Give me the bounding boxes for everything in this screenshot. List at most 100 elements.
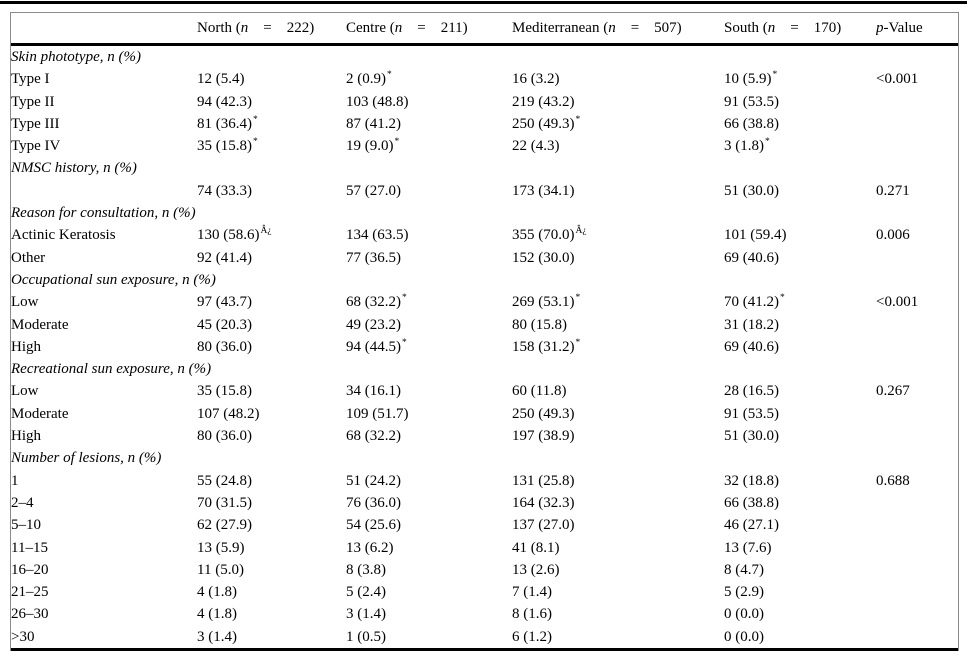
data-cell: 91 (53.5) bbox=[724, 403, 876, 425]
section-label: Reason for consultation, n (%) bbox=[11, 205, 196, 222]
row-label: 16–20 bbox=[11, 561, 49, 578]
section-row: Number of lesions, n (%) bbox=[11, 447, 958, 469]
cell-value: 77 (36.5) bbox=[346, 249, 401, 266]
cell-superscript: Â¿ bbox=[260, 226, 272, 237]
data-cell: 10 (5.9)* bbox=[724, 68, 876, 90]
table-row: Type III 81 (36.4)* 87 (41.2) 250 (49.3)* 66… bbox=[11, 113, 958, 135]
cell-value: 62 (27.9) bbox=[197, 517, 252, 534]
data-cell: 32 (18.8) bbox=[724, 470, 876, 492]
data-cell: 41 (8.1) bbox=[512, 537, 724, 559]
table-row: 11–15 13 (5.9) 13 (6.2) 41 (8.1) 13 (7.6) bbox=[11, 537, 958, 559]
data-cell: 34 (16.1) bbox=[346, 380, 512, 402]
cell-value: 131 (25.8) bbox=[512, 472, 575, 489]
table-row: 74 (33.3) 57 (27.0) 173 (34.1) 51 (30.0) 0.2… bbox=[11, 180, 958, 202]
cell-value: 6 (1.2) bbox=[512, 628, 552, 645]
data-cell: 69 (40.6) bbox=[724, 336, 876, 358]
demographics-table: North (n = 222) Centre (n = 211) Mediter… bbox=[11, 13, 958, 652]
data-cell: 250 (49.3)* bbox=[512, 113, 724, 135]
cell-value: 13 (2.6) bbox=[512, 561, 560, 578]
row-label: Other bbox=[11, 249, 46, 266]
row-label bbox=[11, 180, 197, 202]
cell-superscript: * bbox=[765, 137, 770, 148]
row-label: Low bbox=[11, 294, 39, 311]
table-row: Type II 94 (42.3) 103 (48.8) 219 (43.2) 91 (… bbox=[11, 91, 958, 113]
data-cell: 8 (3.8) bbox=[346, 559, 512, 581]
cell-superscript: * bbox=[402, 293, 407, 304]
data-cell: 13 (7.6) bbox=[724, 537, 876, 559]
section-row: Recreational sun exposure, n (%) bbox=[11, 358, 958, 380]
cell-value: 12 (5.4) bbox=[197, 71, 245, 88]
data-cell: 77 (36.5) bbox=[346, 247, 512, 269]
cell-value: 158 (31.2) bbox=[512, 338, 575, 355]
cell-value: 173 (34.1) bbox=[512, 182, 575, 199]
cell-value: 13 (7.6) bbox=[724, 539, 772, 556]
data-cell: 80 (15.8) bbox=[512, 314, 724, 336]
data-cell: 62 (27.9) bbox=[197, 514, 346, 536]
cell-value: 109 (51.7) bbox=[346, 405, 409, 422]
data-cell: 94 (42.3) bbox=[197, 91, 346, 113]
col-header-text: South ( bbox=[724, 19, 768, 36]
cell-value: 3 (1.4) bbox=[346, 606, 386, 623]
section-label: Occupational sun exposure, n (%) bbox=[11, 271, 216, 288]
data-cell: 46 (27.1) bbox=[724, 514, 876, 536]
cell-value: 13 (5.9) bbox=[197, 539, 245, 556]
data-cell: 51 (30.0) bbox=[724, 180, 876, 202]
data-cell: 45 (20.3) bbox=[197, 314, 346, 336]
data-cell: 31 (18.2) bbox=[724, 314, 876, 336]
data-cell: 269 (53.1)* bbox=[512, 291, 724, 313]
p-value-cell bbox=[876, 537, 958, 559]
row-label: Low bbox=[11, 383, 39, 400]
data-cell: 35 (15.8)* bbox=[197, 135, 346, 157]
col-header-pvalue: p-Value bbox=[876, 13, 958, 46]
cell-value: 94 (44.5) bbox=[346, 338, 401, 355]
cell-value: 46 (27.1) bbox=[724, 517, 779, 534]
data-cell: 0 (0.0) bbox=[724, 625, 876, 652]
data-cell: 4 (1.8) bbox=[197, 581, 346, 603]
col-header-text: = 507) bbox=[615, 19, 682, 36]
data-cell: 11 (5.0) bbox=[197, 559, 346, 581]
section-row: Reason for consultation, n (%) bbox=[11, 202, 958, 224]
data-cell: 13 (6.2) bbox=[346, 537, 512, 559]
table-row: Actinic Keratosis 130 (58.6)Â¿ 134 (63.5) 3… bbox=[11, 224, 958, 246]
col-header-text: = 211) bbox=[402, 19, 468, 36]
row-label: 21–25 bbox=[11, 584, 49, 601]
row-label: Type IV bbox=[11, 138, 61, 155]
col-header-text: = 170) bbox=[775, 19, 842, 36]
data-cell: 152 (30.0) bbox=[512, 247, 724, 269]
table-frame: North (n = 222) Centre (n = 211) Mediter… bbox=[10, 12, 959, 652]
data-cell: 68 (32.2) bbox=[346, 425, 512, 447]
cell-superscript: * bbox=[253, 137, 258, 148]
p-value-cell: <0.001 bbox=[876, 294, 919, 311]
table-row: 26–30 4 (1.8) 3 (1.4) 8 (1.6) 0 (0.0) bbox=[11, 603, 958, 625]
cell-value: 1 (0.5) bbox=[346, 628, 386, 645]
col-header-var: n bbox=[394, 19, 403, 36]
cell-superscript: * bbox=[575, 337, 581, 348]
data-cell: 158 (31.2)* bbox=[512, 336, 724, 358]
cell-superscript: * bbox=[780, 293, 785, 304]
cell-value: 219 (43.2) bbox=[512, 93, 575, 110]
col-header-var: n bbox=[608, 19, 616, 36]
cell-value: 49 (23.2) bbox=[346, 316, 401, 333]
data-cell: 91 (53.5) bbox=[724, 91, 876, 113]
data-cell: 250 (49.3) bbox=[512, 403, 724, 425]
cell-value: 355 (70.0) bbox=[512, 227, 575, 244]
data-cell: 97 (43.7) bbox=[197, 291, 346, 313]
p-value-cell bbox=[876, 113, 958, 135]
cell-value: 107 (48.2) bbox=[197, 405, 260, 422]
data-cell: 1 (0.5) bbox=[346, 625, 512, 652]
cell-value: 70 (31.5) bbox=[197, 494, 252, 511]
data-cell: 355 (70.0)Â¿ bbox=[512, 224, 724, 246]
cell-value: 0 (0.0) bbox=[724, 606, 764, 623]
cell-value: 11 (5.0) bbox=[197, 561, 244, 578]
table-row: Low 35 (15.8) 34 (16.1) 60 (11.8) 28 (16.5) 0… bbox=[11, 380, 958, 402]
data-cell: 13 (5.9) bbox=[197, 537, 346, 559]
row-label: Moderate bbox=[11, 316, 69, 333]
cell-superscript: * bbox=[772, 70, 778, 81]
data-cell: 92 (41.4) bbox=[197, 247, 346, 269]
section-label: Number of lesions, n (%) bbox=[11, 450, 162, 467]
cell-value: 45 (20.3) bbox=[197, 316, 252, 333]
data-cell: 19 (9.0)* bbox=[346, 135, 512, 157]
p-value-cell bbox=[876, 314, 958, 336]
data-cell: 70 (41.2)* bbox=[724, 291, 876, 313]
